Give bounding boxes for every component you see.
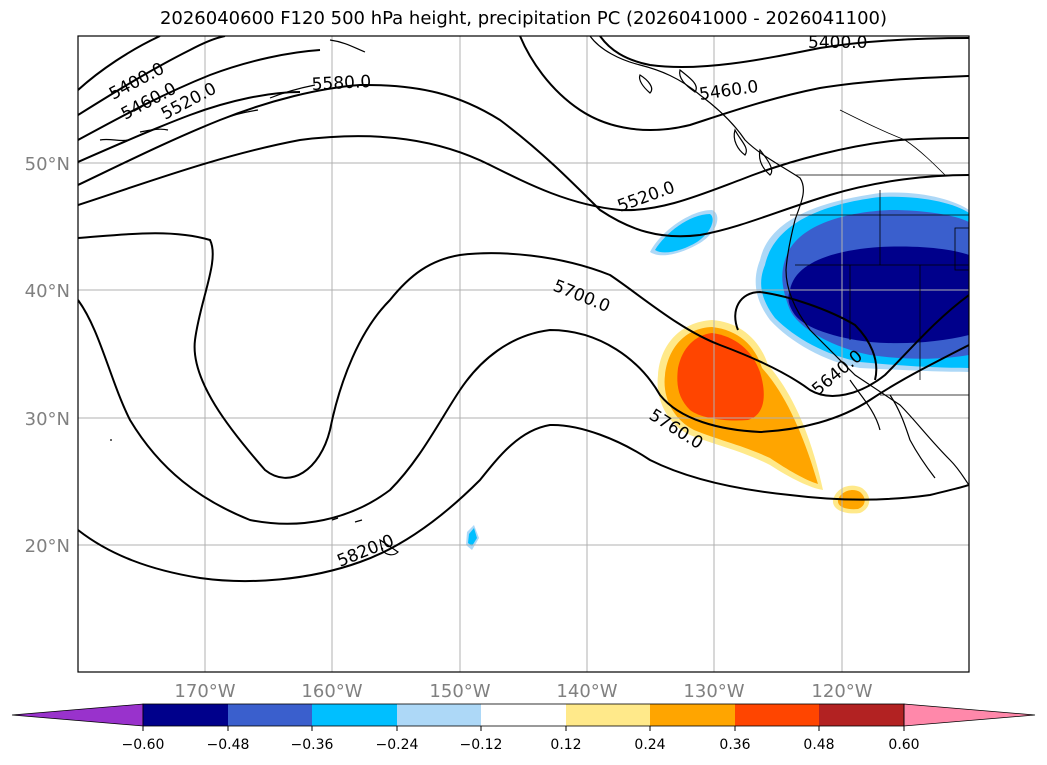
contour-5400-east (599, 36, 969, 69)
contour-5760 (78, 299, 969, 525)
colorbar-extend-right (903, 703, 1036, 727)
colorbar-tick-label-3: −0.36 (291, 737, 334, 753)
lon-label-170w: 170°W (174, 681, 235, 702)
lat-label-50: 50°N (25, 154, 70, 175)
lon-label-120w: 120°W (811, 681, 872, 702)
map-title: 2026040600 F120 500 hPa height, precipit… (159, 8, 888, 29)
colorbar-bin-1 (143, 704, 228, 726)
contour-5520-west (78, 49, 321, 141)
colorbar-bin-9 (819, 704, 904, 726)
contour-label-5580: 5580.0 (311, 72, 371, 95)
colorbar-tick-label-2: −0.48 (207, 737, 250, 753)
colorbar-tick-label-4: −0.24 (376, 737, 419, 753)
lon-labels: 170°W 160°W 150°W 140°W 130°W 120°W (174, 681, 872, 702)
lon-label-130w: 130°W (683, 681, 744, 702)
colorbar-tick-label-8: 0.36 (719, 737, 750, 753)
height-contours (78, 36, 969, 583)
colorbar-bin-8 (735, 704, 819, 726)
lat-label-40: 40°N (25, 281, 70, 302)
contour-5640 (734, 290, 878, 381)
colorbar-bin-3 (312, 704, 397, 726)
precip-shading (466, 192, 969, 550)
contour-5700 (78, 232, 969, 479)
colorbar: −0.60 −0.48 −0.36 −0.24 −0.12 0.12 0.24 … (11, 703, 1036, 753)
lat-label-30: 30°N (25, 409, 70, 430)
colorbar-bin-4 (397, 704, 481, 726)
pos-anomaly-l2 (677, 333, 764, 421)
colorbar-tick-label-10: 0.60 (888, 737, 919, 753)
colorbar-extend-left (11, 703, 144, 727)
contour-label-5400-e: 5400.0 (808, 33, 867, 53)
contour-5520-east (78, 91, 301, 163)
colorbar-tick-label-9: 0.48 (803, 737, 834, 753)
neg-anomaly-hawaii-inner (468, 528, 477, 546)
lon-label-140w: 140°W (556, 681, 617, 702)
colorbar-bin-5 (481, 704, 566, 726)
colorbar-bin-6 (566, 704, 650, 726)
neg-anomaly-l3 (788, 246, 969, 344)
graticule (78, 36, 969, 672)
coastlines (99, 36, 969, 556)
neg-anomaly-small-inner (655, 214, 713, 253)
colorbar-tick-label-1: −0.60 (122, 737, 165, 753)
colorbar-tick-label-5: −0.12 (460, 737, 503, 753)
colorbar-tick-label-6: 0.12 (550, 737, 581, 753)
colorbar-bin-7 (650, 704, 735, 726)
contour-5460-east (519, 36, 969, 131)
colorbar-tick-label-7: 0.24 (634, 737, 665, 753)
map-frame (77, 35, 970, 673)
lon-label-150w: 150°W (429, 681, 490, 702)
map-area: 5400.0 5460.0 5520.0 5580.0 5400.0 5460.… (78, 33, 969, 672)
lon-label-160w: 160°W (301, 681, 362, 702)
contour-5520-mid (78, 135, 969, 212)
contour-5580 (78, 83, 969, 238)
contour-5820 (78, 423, 969, 583)
lat-labels: 50°N 40°N 30°N 20°N (25, 154, 70, 557)
colorbar-bin-2 (228, 704, 312, 726)
contour-5460-west (78, 36, 226, 116)
colorbar-ticks (142, 726, 905, 731)
contour-5400-west (78, 36, 161, 91)
lat-label-20: 20°N (25, 536, 70, 557)
